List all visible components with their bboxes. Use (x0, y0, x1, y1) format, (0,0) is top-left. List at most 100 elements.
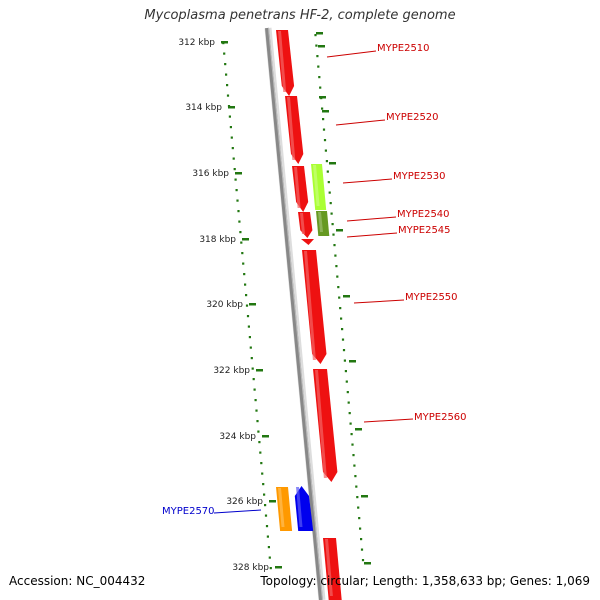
track-dot (254, 399, 257, 402)
gene-label[interactable]: MYPE2550 (405, 292, 458, 303)
scale-tick-label: 328 kbp (232, 563, 269, 573)
gene-label-leader (346, 216, 397, 222)
gene-arrow[interactable] (301, 239, 314, 245)
gene-mype2530[interactable] (292, 166, 309, 212)
gene-mype2510[interactable] (276, 30, 295, 96)
track-dot (361, 559, 365, 562)
gene-mype2545[interactable] (301, 239, 314, 245)
gene-glyph-4[interactable] (311, 164, 327, 210)
gene-glyph-11[interactable] (294, 486, 314, 531)
gene-arrow[interactable] (298, 212, 313, 238)
scale-tick-mark (242, 238, 249, 241)
gene-glyph-6[interactable] (316, 211, 330, 236)
gene-highlight (325, 539, 333, 596)
track-dot (229, 126, 232, 129)
track-dot (268, 556, 271, 559)
track-dot (265, 525, 269, 528)
track-dot (266, 535, 269, 538)
gene-glyph-12[interactable] (323, 538, 342, 600)
track-dot (346, 391, 349, 394)
track-dot (360, 538, 363, 541)
backbone-track (264, 27, 326, 600)
track-dot (225, 73, 228, 76)
track-dot (358, 517, 361, 520)
gene-label[interactable]: MYPE2520 (386, 112, 439, 123)
track-dot (345, 380, 348, 383)
gene-label[interactable]: MYPE2510 (377, 43, 430, 54)
scale-tick-label: 320 kbp (206, 300, 243, 310)
track-tick-mark (336, 229, 343, 232)
track-dot (267, 546, 270, 549)
gene-mype2520[interactable] (285, 96, 304, 164)
track-tick-mark (329, 162, 336, 165)
track-dot (250, 357, 253, 360)
left-dot-track (222, 42, 272, 570)
track-dot (243, 273, 246, 276)
gene-highlight (278, 31, 287, 92)
scale-tick-label: 314 kbp (185, 103, 222, 113)
backbone-line (265, 27, 323, 600)
track-dot (318, 76, 321, 79)
track-dot (359, 527, 362, 530)
track-tick-mark (349, 360, 356, 363)
track-dot (337, 286, 340, 289)
track-dot (226, 94, 230, 97)
track-dot (348, 412, 351, 415)
track-dot (352, 454, 355, 457)
backbone-highlight (268, 27, 323, 600)
track-dot (339, 307, 342, 310)
track-dot (244, 283, 247, 286)
track-dot (316, 55, 319, 58)
gene-layer (276, 30, 342, 600)
scale-layer: 312 kbp 314 kbp 316 kbp 318 kbp 320 kbp 322 k… (178, 32, 371, 573)
gene-mype2560[interactable] (313, 369, 338, 482)
track-dot (245, 294, 248, 297)
track-dot (255, 409, 258, 412)
gene-highlight (296, 487, 303, 527)
gene-label[interactable]: MYPE2570 (162, 506, 215, 517)
track-dot (349, 422, 352, 425)
track-dot (223, 52, 226, 55)
scale-tick-label: 312 kbp (178, 38, 215, 48)
gene-label[interactable]: MYPE2560 (414, 412, 467, 423)
track-dot (356, 496, 359, 499)
map-title: Mycoplasma penetrans HF-2, complete geno… (144, 8, 456, 23)
track-dot (234, 178, 237, 181)
track-dot (237, 210, 240, 213)
track-dot (340, 317, 343, 320)
gene-mype2540[interactable] (298, 212, 313, 238)
track-dot (233, 168, 236, 171)
scale-tick-mark (269, 500, 276, 503)
track-dot (245, 304, 249, 307)
scale-tick-label: 318 kbp (199, 235, 236, 245)
track-dot (322, 128, 326, 131)
track-dot (321, 107, 324, 110)
gene-label[interactable]: MYPE2540 (397, 209, 450, 220)
track-dot (249, 346, 252, 349)
track-dot (246, 315, 250, 318)
gene-highlight (300, 213, 305, 234)
track-dot (242, 262, 245, 265)
track-dot (325, 160, 328, 163)
track-dot (230, 136, 233, 139)
right-dot-track (314, 34, 365, 562)
track-tick-mark (343, 295, 350, 298)
gene-highlight (313, 165, 320, 206)
scale-tick-mark (256, 369, 263, 372)
gene-label-leader (353, 299, 405, 304)
gene-arrow[interactable] (316, 211, 330, 236)
track-dot (328, 191, 331, 194)
scale-tick-label: 324 kbp (219, 432, 256, 442)
track-dot (360, 548, 364, 551)
track-dot (317, 65, 320, 68)
track-dot (342, 349, 346, 352)
gene-label[interactable]: MYPE2545 (398, 225, 451, 236)
track-dot (235, 189, 238, 192)
gene-label[interactable]: MYPE2530 (393, 171, 446, 182)
gene-mype2570[interactable] (276, 487, 293, 531)
track-tick-mark (322, 110, 329, 113)
gene-mype2550[interactable] (302, 250, 327, 364)
track-dot (350, 433, 353, 436)
track-dot (329, 202, 332, 205)
